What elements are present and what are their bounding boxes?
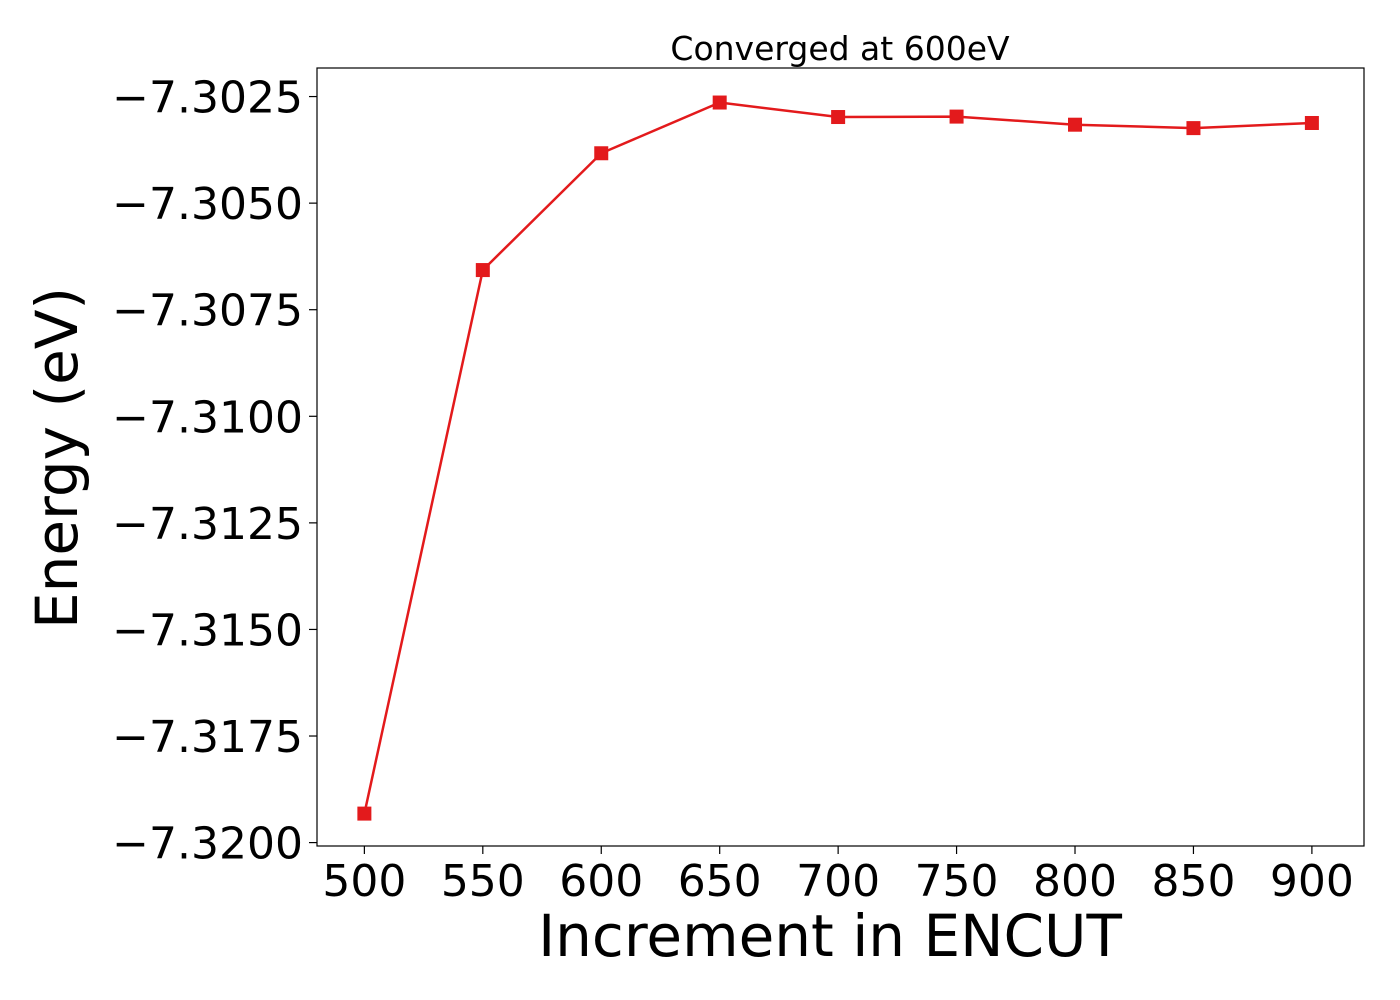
x-tick-label: 750 <box>915 856 999 907</box>
data-point-marker <box>1304 115 1319 130</box>
y-tick-label: −7.3175 <box>112 712 303 763</box>
y-axis-label: Energy (eV) <box>23 287 91 629</box>
data-point-marker <box>357 806 372 821</box>
data-point-marker <box>712 95 727 110</box>
chart-title: Converged at 600eV <box>670 29 1010 68</box>
x-tick-label: 700 <box>796 856 880 907</box>
y-tick-label: −7.3125 <box>112 499 303 550</box>
data-point-marker <box>1186 121 1201 136</box>
series-markers <box>357 95 1319 821</box>
x-tick-label: 850 <box>1151 856 1235 907</box>
data-point-marker <box>475 263 490 278</box>
data-point-marker <box>1068 117 1083 132</box>
y-tick-label: −7.3200 <box>112 819 303 870</box>
y-axis-ticks: −7.3025 −7.3050 −7.3075 −7.3100 −7.3125 −7.31… <box>112 73 317 870</box>
data-point-marker <box>594 146 609 161</box>
y-tick-label: −7.3025 <box>112 73 303 124</box>
x-tick-label: 500 <box>322 856 406 907</box>
plot-area-frame <box>316 67 1365 847</box>
x-axis-label: Increment in ENCUT <box>538 902 1122 970</box>
x-axis-ticks: 500 550 600 650 700 750 800 850 900 <box>322 846 1354 907</box>
y-tick-label: −7.3075 <box>112 286 303 337</box>
x-tick-label: 550 <box>441 856 525 907</box>
data-point-marker <box>831 110 846 125</box>
y-tick-label: −7.3050 <box>112 179 303 230</box>
data-point-marker <box>949 109 964 124</box>
x-tick-label: 650 <box>678 856 762 907</box>
x-tick-label: 900 <box>1270 856 1354 907</box>
series-line <box>363 101 1312 814</box>
y-tick-label: −7.3150 <box>112 605 303 656</box>
x-tick-label: 800 <box>1033 856 1117 907</box>
y-tick-label: −7.3100 <box>112 392 303 443</box>
x-tick-label: 600 <box>559 856 643 907</box>
